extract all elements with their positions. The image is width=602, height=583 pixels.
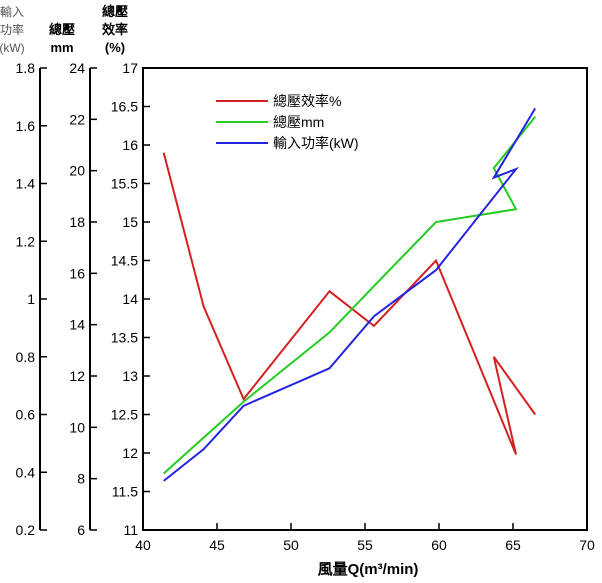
axis-title-efficiency: 總壓 效率 (%) [102,4,128,55]
y-tick-label-pressure-3: 12 [69,368,85,384]
axis-title-pressure: 總壓 mm [49,22,75,55]
y-tick-label-efficiency-9: 15.5 [111,176,138,192]
y-tick-label-pressure-5: 16 [69,265,85,281]
y-tick-label-efficiency-0: 11 [123,522,138,538]
x-tick-label-1: 45 [209,537,225,553]
plot-frame [142,67,588,531]
axis-title-power-line1: 輸入 [0,4,24,19]
y-tick-label-power-2: 0.6 [16,407,36,423]
y-tick-label-pressure-9: 24 [69,60,85,76]
y-tick-label-efficiency-3: 12.5 [111,407,138,423]
y-tick-label-efficiency-4: 13 [122,368,138,384]
x-tick-label-3: 55 [357,537,373,553]
x-tick-label-0: 40 [135,537,151,553]
axis-title-efficiency-line2: 效率 [102,22,128,37]
axis-title-efficiency-line1: 總壓 [102,4,128,19]
x-tick-label-2: 50 [283,537,299,553]
series-line-1 [163,116,536,475]
y-tick-label-pressure-7: 20 [69,163,85,179]
y-tick-label-efficiency-12: 17 [122,60,138,76]
y-tick-label-efficiency-7: 14.5 [111,253,138,269]
axes-layer: 40 45 50 55 60 65 70 0.2 0.4 0.6 0.8 1 1.2 1.4 1.6 1.8 6… [16,60,595,553]
y-tick-label-pressure-1: 8 [77,471,85,487]
y-tick-label-power-3: 0.8 [16,349,36,365]
y-tick-label-power-0: 0.2 [16,522,36,538]
y-tick-label-power-5: 1.2 [16,233,36,249]
x-tick-label-5: 65 [505,537,521,553]
y-tick-label-pressure-4: 14 [69,317,85,333]
y-tick-label-efficiency-8: 15 [122,214,138,230]
y-tick-label-power-1: 0.4 [16,464,36,480]
y-tick-label-efficiency-5: 13.5 [111,330,138,346]
legend-label-0: 總壓效率% [273,93,341,109]
axis-title-pressure-line2: mm [50,40,73,55]
axis-title-power: 輸入 功率 (kW) [0,4,25,55]
y-tick-label-pressure-8: 22 [69,111,85,127]
series-layer [162,107,537,482]
legend: 總壓效率% 總壓mm 輸入功率(kW) [216,93,359,151]
y-tick-label-power-4: 1 [27,291,35,307]
axis-title-pressure-line1: 總壓 [49,22,75,37]
legend-label-2: 輸入功率(kW) [273,135,359,151]
x-tick-label-4: 60 [431,537,447,553]
y-tick-label-pressure-0: 6 [77,522,85,538]
y-tick-label-power-7: 1.6 [16,118,36,134]
axis-title-efficiency-line3: (%) [105,40,125,55]
y-tick-label-efficiency-11: 16.5 [111,99,138,115]
legend-label-1: 總壓mm [273,114,324,130]
series-line-0 [162,152,537,455]
axis-title-power-line3: (kW) [0,41,25,55]
x-axis-label: 風量Q(m³/min) [318,561,419,578]
y-tick-label-efficiency-1: 11.5 [112,484,138,500]
y-tick-label-efficiency-2: 12 [122,445,138,461]
series-line-2 [163,107,537,482]
axis-title-power-line2: 功率 [0,22,24,37]
y-tick-label-efficiency-6: 14 [122,291,138,307]
y-tick-label-pressure-2: 10 [69,419,85,435]
y-tick-label-pressure-6: 18 [69,214,85,230]
y-tick-label-power-6: 1.4 [16,176,36,192]
x-tick-label-6: 70 [579,537,595,553]
y-tick-label-efficiency-10: 16 [122,137,138,153]
y-tick-label-power-8: 1.8 [16,60,36,76]
